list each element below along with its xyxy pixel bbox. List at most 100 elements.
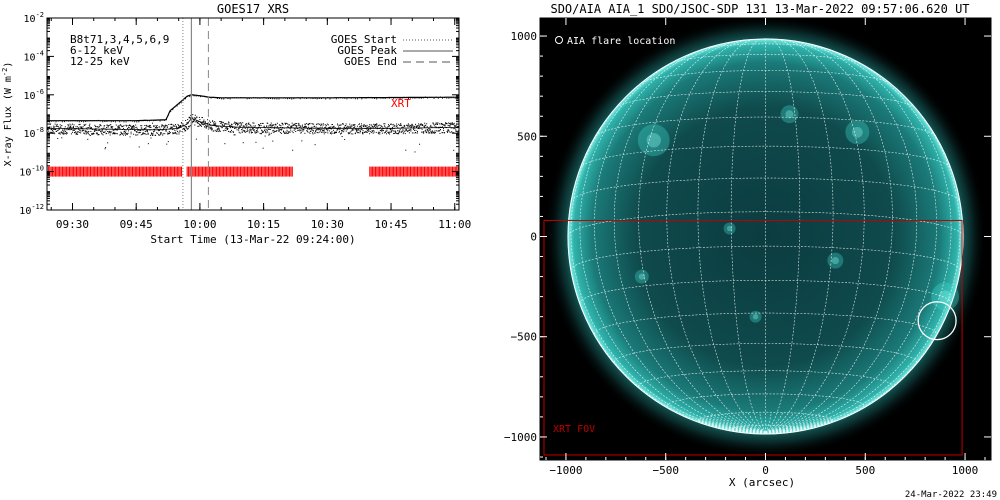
flux-noise-dot <box>60 131 62 133</box>
flux-noise-dot <box>285 131 287 133</box>
flux-noise-dot <box>98 129 100 131</box>
flux-noise-dot <box>384 123 386 125</box>
flux-noise-dot <box>235 127 237 129</box>
flux-noise-dot <box>124 132 126 134</box>
flux-noise-dot <box>399 124 401 126</box>
flux-noise-dot <box>383 132 385 134</box>
flux-noise-dot <box>122 132 124 134</box>
flux-noise-dot <box>432 132 434 134</box>
flux-noise-dot <box>356 131 358 133</box>
flux-noise-dot <box>58 132 60 134</box>
flux-noise-dot <box>376 123 378 125</box>
flux-noise-dot <box>114 132 116 134</box>
flux-noise-dot <box>295 131 297 133</box>
flux-noise-dot <box>211 126 213 128</box>
flux-noise-dot <box>426 123 428 125</box>
flux-noise-dot <box>88 124 90 126</box>
flux-noise-dot <box>126 125 128 127</box>
flux-noise-dot <box>175 125 177 127</box>
flux-noise-dot <box>398 123 400 125</box>
flux-noise-dot <box>102 134 104 136</box>
flux-noise-dot <box>405 129 407 131</box>
flux-noise-dot <box>124 133 126 135</box>
flux-noise-dot <box>398 130 400 132</box>
aia-image-title: SDO/AIA AIA_1 SDO/JSOC-SDP 131 13-Mar-20… <box>550 2 969 16</box>
flux-noise-dot <box>346 129 348 131</box>
xrt-coverage-bars <box>47 166 459 177</box>
flux-noise-dot <box>402 129 404 131</box>
flux-noise-dot <box>75 126 77 128</box>
goes-y-tick-label-5: 10-12 <box>19 203 44 217</box>
flux-noise-dot <box>357 131 359 133</box>
flux-noise-dot <box>258 124 260 126</box>
flux-noise-dot <box>93 129 95 131</box>
flux-noise-dot <box>60 126 62 128</box>
flux-noise-dot <box>246 126 248 128</box>
flux-noise-dot <box>87 127 89 129</box>
flux-noise-dot <box>419 124 421 126</box>
flux-noise-dot <box>223 123 225 125</box>
flux-noise-dot <box>100 131 102 133</box>
flux-noise-dot <box>289 98 291 100</box>
flux-noise-dot <box>177 123 179 125</box>
flux-noise-dot <box>136 128 138 130</box>
flux-noise-dot <box>408 125 410 127</box>
flux-noise-dot <box>164 126 166 128</box>
flux-noise-dot <box>81 126 83 128</box>
flux-noise-dot <box>288 126 290 128</box>
flux-noise-dot <box>145 127 147 129</box>
flux-noise-dot <box>360 123 362 125</box>
flux-noise-dot <box>73 124 75 126</box>
flux-noise-dot <box>370 128 372 130</box>
flux-noise-dot <box>187 119 189 121</box>
flux-noise-dot <box>241 124 243 126</box>
flux-noise-dot <box>193 117 195 119</box>
flux-noise-dot <box>345 125 347 127</box>
flux-noise-dot <box>174 132 176 134</box>
flux-noise-dot <box>117 127 119 129</box>
flux-noise-dot <box>165 124 167 126</box>
flux-noise-dot <box>443 129 445 131</box>
flux-noise-dot <box>189 116 191 118</box>
flux-noise-dot <box>163 125 165 127</box>
flux-noise-dot <box>165 130 167 132</box>
flux-noise-dot <box>372 125 374 127</box>
footer-timestamp: 24-Mar-2022 23:49 <box>905 490 997 500</box>
flux-noise-dot <box>50 126 52 128</box>
flux-noise-dot <box>125 130 127 132</box>
flux-noise-dot <box>104 120 106 122</box>
flux-noise-dot <box>281 128 283 130</box>
flux-noise-dot <box>111 126 113 128</box>
flux-noise-dot <box>286 129 288 131</box>
flux-noise-dot <box>249 123 251 125</box>
flux-noise-dot <box>221 121 223 123</box>
flux-noise-dot <box>358 124 360 126</box>
flux-noise-dot <box>294 128 296 130</box>
flux-noise-dot <box>239 125 241 127</box>
flux-noise-dot <box>124 134 126 136</box>
flux-noise-dot <box>212 120 214 122</box>
flux-noise-dot <box>78 124 80 126</box>
flux-noise-dot <box>237 124 239 126</box>
flux-noise-dot <box>295 126 297 128</box>
flux-noise-dot <box>357 132 359 134</box>
flux-noise-dot <box>233 134 235 136</box>
flux-noise-dot <box>175 127 177 129</box>
flux-noise-dot <box>68 125 70 127</box>
flux-noise-dot <box>278 124 280 126</box>
flux-noise-dot <box>102 130 104 132</box>
flux-noise-dot <box>232 131 234 133</box>
flux-noise-dot <box>414 151 416 153</box>
flux-noise-dot <box>298 123 300 125</box>
flux-noise-dot <box>252 122 254 124</box>
flux-noise-dot <box>222 130 224 132</box>
flux-noise-dot <box>53 125 55 127</box>
flux-noise-dot <box>125 124 127 126</box>
flux-noise-dot <box>314 132 316 134</box>
flux-noise-dot <box>59 133 61 135</box>
flux-noise-dot <box>58 127 60 129</box>
flux-noise-dot <box>139 130 141 132</box>
flux-noise-dot <box>133 128 135 130</box>
flux-noise-dot <box>241 130 243 132</box>
flux-noise-dot <box>270 124 272 126</box>
